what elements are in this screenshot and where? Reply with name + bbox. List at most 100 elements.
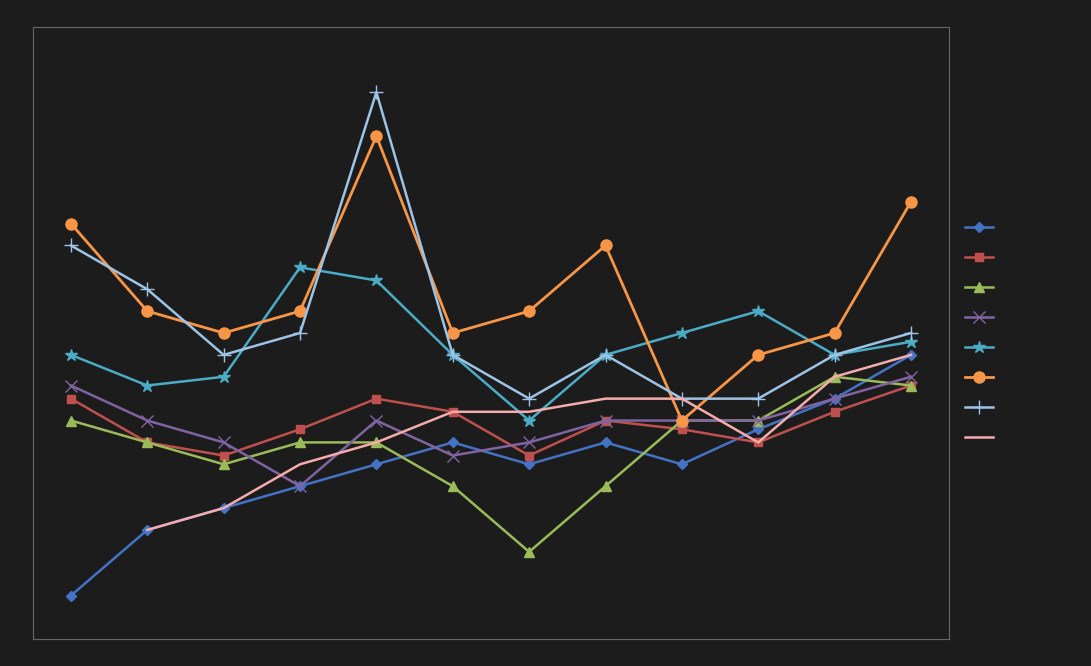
s6_orange_circle — [370, 132, 383, 140]
s8_pink_line — [675, 395, 688, 403]
s2_red_square — [446, 408, 459, 416]
s6_orange_circle — [904, 198, 918, 206]
s6_orange_circle — [64, 220, 77, 228]
Line: s4_purple_x: s4_purple_x — [65, 371, 916, 492]
s4_purple_x — [752, 416, 765, 424]
s8_pink_line — [599, 395, 612, 403]
s1_blue_diamond — [828, 395, 841, 403]
s3_green_triangle — [370, 438, 383, 446]
s7_lightblue_plus — [828, 351, 841, 359]
s3_green_triangle — [904, 382, 918, 390]
Line: s3_green_triangle: s3_green_triangle — [67, 372, 915, 557]
s1_blue_diamond — [446, 438, 459, 446]
s8_pink_line — [752, 438, 765, 446]
s1_blue_diamond — [675, 460, 688, 468]
s5_teal_star — [828, 351, 841, 359]
s1_blue_diamond — [752, 426, 765, 434]
s4_purple_x — [599, 416, 612, 424]
s7_lightblue_plus — [217, 351, 230, 359]
s4_purple_x — [523, 438, 536, 446]
s5_teal_star — [141, 382, 154, 390]
s2_red_square — [217, 452, 230, 460]
s8_pink_line — [141, 526, 154, 534]
s3_green_triangle — [828, 373, 841, 381]
s1_blue_diamond — [141, 526, 154, 534]
Line: s1_blue_diamond: s1_blue_diamond — [68, 352, 914, 599]
Line: s5_teal_star: s5_teal_star — [64, 261, 918, 427]
s2_red_square — [904, 382, 918, 390]
s7_lightblue_plus — [523, 395, 536, 403]
Legend: , , , , , , , : , , , , , , , — [966, 221, 997, 445]
s1_blue_diamond — [293, 482, 307, 490]
s4_purple_x — [446, 452, 459, 460]
s5_teal_star — [675, 329, 688, 337]
s6_orange_circle — [293, 307, 307, 315]
s1_blue_diamond — [904, 351, 918, 359]
s3_green_triangle — [523, 548, 536, 556]
s5_teal_star — [446, 351, 459, 359]
s4_purple_x — [370, 416, 383, 424]
s1_blue_diamond — [599, 438, 612, 446]
s6_orange_circle — [828, 329, 841, 337]
s5_teal_star — [217, 373, 230, 381]
Line: s8_pink_line: s8_pink_line — [147, 355, 911, 530]
s7_lightblue_plus — [904, 329, 918, 337]
s2_red_square — [828, 408, 841, 416]
s6_orange_circle — [446, 329, 459, 337]
Line: s6_orange_circle: s6_orange_circle — [65, 131, 916, 426]
s2_red_square — [64, 395, 77, 403]
s4_purple_x — [64, 382, 77, 390]
s8_pink_line — [828, 373, 841, 381]
s5_teal_star — [599, 351, 612, 359]
s4_purple_x — [217, 438, 230, 446]
s8_pink_line — [904, 351, 918, 359]
s7_lightblue_plus — [675, 395, 688, 403]
s4_purple_x — [828, 395, 841, 403]
s3_green_triangle — [599, 482, 612, 490]
s6_orange_circle — [599, 242, 612, 250]
s4_purple_x — [293, 482, 307, 490]
s2_red_square — [370, 395, 383, 403]
s2_red_square — [141, 438, 154, 446]
s1_blue_diamond — [64, 591, 77, 599]
s3_green_triangle — [64, 416, 77, 424]
s5_teal_star — [904, 338, 918, 346]
s2_red_square — [752, 438, 765, 446]
s8_pink_line — [293, 460, 307, 468]
s6_orange_circle — [141, 307, 154, 315]
s5_teal_star — [752, 307, 765, 315]
s2_red_square — [675, 426, 688, 434]
s3_green_triangle — [141, 438, 154, 446]
s5_teal_star — [64, 351, 77, 359]
s2_red_square — [293, 426, 307, 434]
s1_blue_diamond — [217, 504, 230, 512]
s3_green_triangle — [752, 416, 765, 424]
s7_lightblue_plus — [752, 395, 765, 403]
s6_orange_circle — [675, 416, 688, 424]
s6_orange_circle — [752, 351, 765, 359]
s7_lightblue_plus — [446, 351, 459, 359]
s4_purple_x — [675, 416, 688, 424]
s7_lightblue_plus — [599, 351, 612, 359]
s7_lightblue_plus — [141, 285, 154, 293]
s8_pink_line — [370, 438, 383, 446]
Line: s2_red_square: s2_red_square — [67, 382, 915, 460]
s5_teal_star — [523, 416, 536, 424]
s2_red_square — [523, 452, 536, 460]
s8_pink_line — [217, 504, 230, 512]
s6_orange_circle — [217, 329, 230, 337]
s5_teal_star — [370, 276, 383, 284]
s1_blue_diamond — [370, 460, 383, 468]
s3_green_triangle — [446, 482, 459, 490]
s6_orange_circle — [523, 307, 536, 315]
s7_lightblue_plus — [64, 242, 77, 250]
s8_pink_line — [446, 408, 459, 416]
s2_red_square — [599, 416, 612, 424]
s7_lightblue_plus — [370, 89, 383, 97]
s5_teal_star — [293, 263, 307, 271]
s3_green_triangle — [217, 460, 230, 468]
s7_lightblue_plus — [293, 329, 307, 337]
s1_blue_diamond — [523, 460, 536, 468]
s4_purple_x — [904, 373, 918, 381]
s8_pink_line — [523, 408, 536, 416]
